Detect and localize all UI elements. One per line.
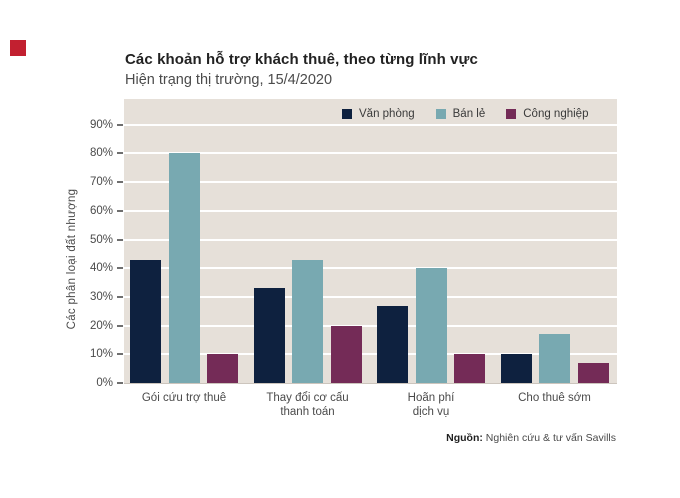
x-tick-label-Hoãn phí dịch vụ: Hoãn phí dịch vụ	[407, 392, 455, 418]
gridline-40	[124, 267, 617, 270]
y-tick-label: 50%	[89, 233, 113, 246]
source-note: Nguồn: Nghiên cứu & tư vấn Savills	[446, 432, 616, 444]
savills-logo-red-square	[10, 40, 26, 56]
y-tick-mark	[117, 382, 123, 384]
y-tick-mark	[117, 123, 123, 126]
gridline-60	[124, 209, 617, 212]
bar-Công nghiệp-Hoãn phí dịch vụ	[454, 354, 485, 383]
x-tick-label-Cho thuê sớm: Cho thuê sớm	[518, 392, 591, 404]
gridline-30	[124, 295, 617, 298]
legend-swatch-icon	[435, 109, 446, 119]
legend-label: Công nghiệp	[523, 108, 589, 120]
bar-Bán lẻ-Hoãn phí dịch vụ	[415, 268, 447, 383]
legend-label: Văn phòng	[359, 108, 415, 120]
chart-legend: Văn phòng Bán lẻ Công nghiệp	[342, 108, 609, 120]
y-tick-mark	[117, 209, 123, 212]
bar-Công nghiệp-Cho thuê sớm	[577, 362, 609, 383]
plot-area: Văn phòng Bán lẻ Công nghiệp	[124, 99, 617, 384]
bar-Công nghiệp-Gói cứu trợ thuê	[207, 354, 238, 383]
y-tick-label: 0%	[96, 377, 113, 389]
y-tick-mark	[117, 295, 123, 298]
bar-Công nghiệp-Thay đổi cơ cấu thanh toán	[330, 325, 362, 383]
bar-Bán lẻ-Thay đổi cơ cấu thanh toán	[292, 259, 323, 383]
source-label: Nguồn:	[446, 432, 483, 444]
chart-subtitle: Hiện trạng thị trường, 15/4/2020	[125, 72, 333, 88]
legend-label: Bán lẻ	[452, 108, 486, 120]
y-tick-label: 70%	[89, 176, 113, 189]
y-tick-label: 20%	[89, 319, 113, 332]
bar-Văn phòng-Cho thuê sớm	[500, 354, 532, 383]
bar-Văn phòng-Thay đổi cơ cấu thanh toán	[253, 288, 285, 383]
legend-swatch-icon	[342, 109, 352, 119]
y-tick-mark	[117, 324, 123, 327]
y-tick-label: 90%	[89, 118, 113, 131]
gridline-70	[124, 181, 617, 184]
x-tick-label-Gói cứu trợ thuê: Gói cứu trợ thuê	[141, 392, 227, 404]
bar-Văn phòng-Hoãn phí dịch vụ	[377, 305, 408, 383]
source-text: Nghiên cứu & tư vấn Savills	[482, 432, 616, 444]
y-tick-mark	[117, 238, 123, 241]
gridline-80	[124, 152, 617, 155]
y-tick-label: 80%	[89, 147, 113, 160]
y-tick-label: 30%	[89, 290, 113, 303]
bar-Văn phòng-Gói cứu trợ thuê	[130, 259, 161, 383]
y-tick-mark	[117, 152, 123, 155]
bar-Bán lẻ-Gói cứu trợ thuê	[168, 153, 200, 383]
gridline-20	[124, 324, 617, 327]
legend-item-Văn phòng: Văn phòng	[342, 108, 415, 120]
gridline-90	[124, 123, 617, 126]
chart-title: Các khoản hỗ trợ khách thuê, theo từng l…	[125, 51, 478, 68]
legend-item-Bán lẻ: Bán lẻ	[435, 108, 486, 120]
y-tick-label: 60%	[89, 204, 113, 217]
gridline-50	[124, 238, 617, 241]
legend-swatch-icon	[506, 109, 517, 119]
y-tick-mark	[117, 353, 123, 356]
y-tick-label: 10%	[89, 348, 113, 361]
bar-Bán lẻ-Cho thuê sớm	[539, 334, 570, 383]
gridline-10	[124, 353, 617, 356]
legend-item-Công nghiệp: Công nghiệp	[506, 108, 588, 120]
x-tick-label-Thay đổi cơ cấu thanh toán: Thay đổi cơ cấu thanh toán	[266, 392, 349, 418]
y-tick-label: 40%	[89, 262, 113, 275]
y-tick-mark	[117, 181, 123, 184]
y-tick-mark	[117, 267, 123, 270]
